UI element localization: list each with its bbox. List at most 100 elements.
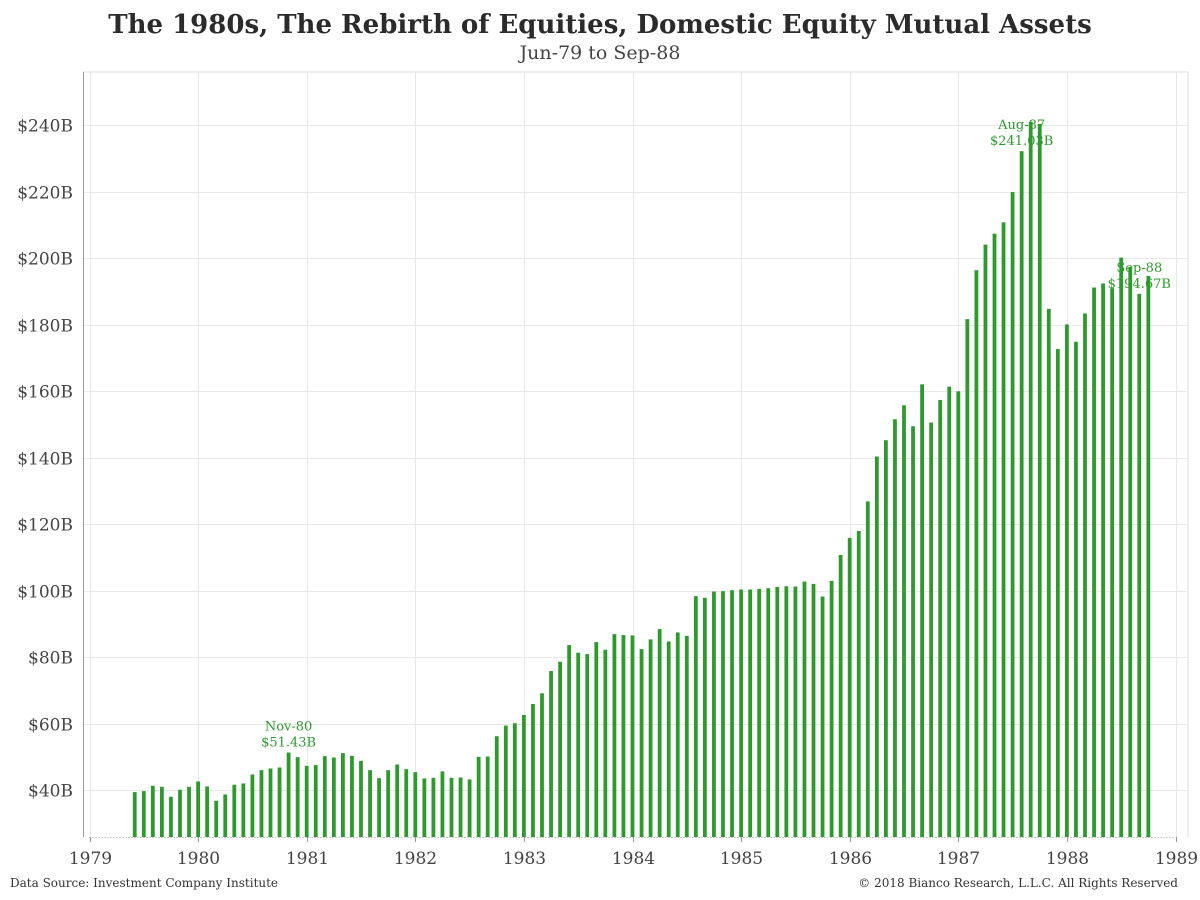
bar <box>350 755 354 837</box>
bar <box>467 779 472 837</box>
x-tick-label: 1983 <box>503 849 546 869</box>
bar <box>784 586 789 837</box>
bar <box>612 634 617 837</box>
bar <box>983 244 988 837</box>
bar <box>494 736 499 837</box>
copyright-note: © 2018 Bianco Research, L.L.C. All Right… <box>858 876 1178 890</box>
bar <box>485 756 490 837</box>
bar <box>322 756 327 837</box>
bar <box>1001 222 1006 838</box>
x-tick-label: 1981 <box>286 849 329 869</box>
bar <box>856 531 861 837</box>
y-tick-label: $240B <box>17 117 73 137</box>
bar <box>920 384 924 837</box>
bar <box>757 588 762 837</box>
x-tick-label: 1986 <box>829 849 872 869</box>
bar <box>395 764 400 837</box>
annotation-value: $51.43B <box>261 736 316 751</box>
bar <box>259 770 264 837</box>
bar <box>178 789 182 837</box>
bar <box>766 588 771 837</box>
bar <box>1046 308 1051 837</box>
bar <box>739 589 743 837</box>
chart-title: The 1980s, The Rebirth of Equities, Dome… <box>108 10 1092 40</box>
bar <box>1146 275 1151 837</box>
y-tick-label: $40B <box>28 782 73 802</box>
bar <box>874 456 879 837</box>
bar <box>232 784 237 837</box>
bar <box>1128 266 1133 837</box>
bar <box>549 671 553 837</box>
bar <box>1028 121 1033 838</box>
bar <box>132 792 137 837</box>
bar <box>1092 287 1096 837</box>
bar <box>802 581 807 837</box>
y-tick-label: $200B <box>17 250 73 270</box>
bar <box>196 781 200 837</box>
bar <box>829 580 834 837</box>
bar <box>160 786 164 837</box>
bar <box>811 583 816 837</box>
bar <box>865 501 870 837</box>
bar <box>214 800 219 837</box>
bar <box>603 649 608 837</box>
annotations: Nov-80$51.43B Aug-87$241.03B Sep-88$194.67… <box>261 118 1171 750</box>
bar <box>313 765 318 837</box>
bar <box>359 760 363 837</box>
y-tick-label: $100B <box>17 583 73 603</box>
bar <box>630 635 635 837</box>
bar <box>295 757 300 837</box>
bar <box>277 767 282 837</box>
bar <box>512 723 517 837</box>
bar <box>567 645 572 837</box>
bar <box>1110 288 1115 837</box>
bar <box>1037 123 1042 837</box>
bar <box>693 596 698 837</box>
bar <box>721 591 725 837</box>
bar <box>169 796 173 837</box>
bar <box>1065 324 1069 837</box>
x-tick-label: 1984 <box>612 849 655 869</box>
bar <box>992 233 997 837</box>
bar <box>748 589 753 837</box>
bar <box>1083 313 1087 838</box>
bar <box>503 725 508 837</box>
bar <box>558 661 562 837</box>
bar <box>684 635 689 837</box>
bar <box>413 772 418 837</box>
bar <box>703 597 707 837</box>
bar <box>341 753 345 837</box>
bar <box>1055 349 1060 837</box>
annotation-value: $194.67B <box>1108 277 1171 292</box>
bar <box>1074 341 1078 837</box>
bar <box>368 770 372 837</box>
bar <box>1101 283 1105 837</box>
bar <box>712 591 716 837</box>
bar <box>404 769 409 837</box>
annotation-month: Sep-88 <box>1116 261 1162 276</box>
bar <box>150 785 155 837</box>
bar <box>1010 192 1015 837</box>
bar <box>205 786 210 837</box>
bar <box>431 777 436 837</box>
x-tick-label: 1982 <box>394 849 437 869</box>
bar <box>458 777 463 837</box>
annotation-month: Aug-87 <box>997 118 1045 133</box>
bar <box>241 783 246 837</box>
bar <box>522 714 526 837</box>
x-tick-label: 1979 <box>69 849 112 869</box>
bar <box>965 319 970 837</box>
bar <box>675 632 680 837</box>
bar <box>902 405 906 837</box>
bar <box>449 777 454 837</box>
bar <box>304 765 309 837</box>
bar-series <box>132 121 1151 838</box>
bar <box>331 757 336 837</box>
annotation-value: $241.03B <box>990 134 1053 149</box>
bar <box>838 554 843 837</box>
bar <box>187 786 191 837</box>
bar <box>911 426 915 837</box>
bar <box>974 270 979 838</box>
bar <box>929 422 934 837</box>
bar <box>576 652 581 837</box>
